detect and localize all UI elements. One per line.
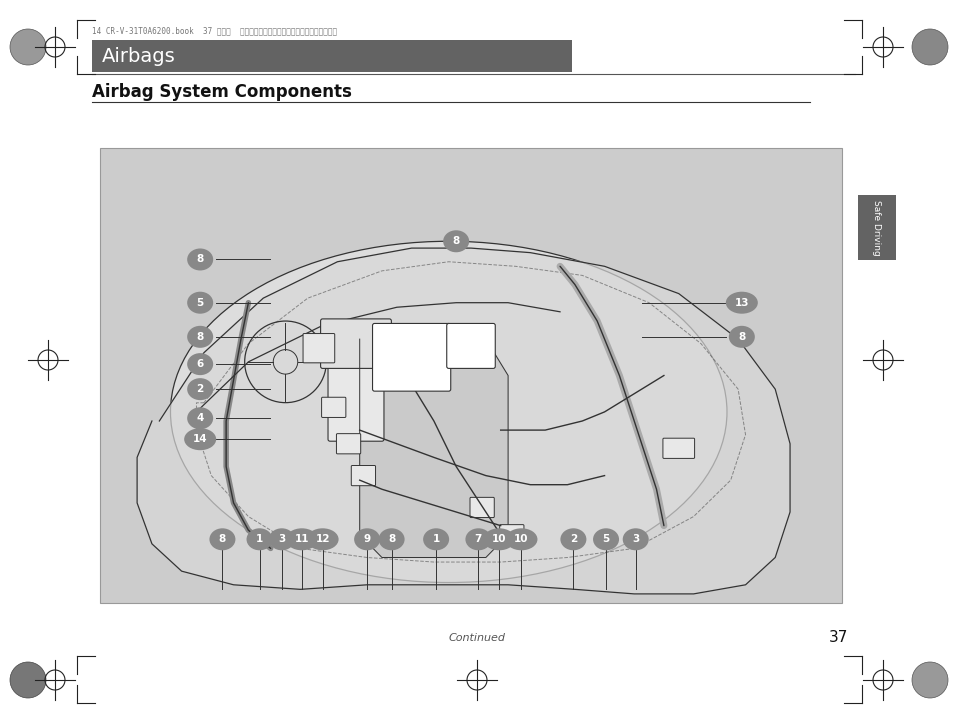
Bar [100,148,841,603]
Text: 8: 8 [738,332,744,342]
Text: 1: 1 [255,534,263,544]
Circle shape [911,662,947,698]
FancyBboxPatch shape [320,319,391,368]
Bar [857,195,895,260]
Text: 6: 6 [196,359,204,369]
Text: 8: 8 [452,236,459,246]
Ellipse shape [505,528,537,550]
Circle shape [10,662,46,698]
FancyBboxPatch shape [662,438,694,458]
Text: 8: 8 [196,254,204,264]
Text: 10: 10 [514,534,528,544]
FancyBboxPatch shape [373,323,450,391]
Text: 2: 2 [196,384,204,394]
FancyBboxPatch shape [303,334,335,363]
Ellipse shape [246,528,273,550]
Polygon shape [137,248,789,594]
Ellipse shape [286,528,317,550]
FancyBboxPatch shape [351,465,375,485]
FancyBboxPatch shape [336,434,360,454]
Ellipse shape [184,428,216,450]
FancyBboxPatch shape [321,397,346,417]
Text: 1: 1 [432,534,439,544]
Ellipse shape [482,528,515,550]
Ellipse shape [187,292,213,314]
Text: Continued: Continued [448,633,505,643]
Text: 11: 11 [294,534,309,544]
FancyBboxPatch shape [328,355,383,441]
Ellipse shape [306,528,338,550]
Ellipse shape [728,326,754,348]
Text: 2: 2 [569,534,577,544]
Ellipse shape [187,248,213,271]
Ellipse shape [187,326,213,348]
Ellipse shape [559,528,586,550]
Text: Airbag System Components: Airbag System Components [91,83,352,101]
Ellipse shape [465,528,491,550]
Text: 3: 3 [632,534,639,544]
Text: 8: 8 [196,332,204,342]
Text: 8: 8 [388,534,395,544]
Text: 14 CR-V-31T0A6200.book  37 ページ  ２０１４年２月１０日　月曜日　午後７時１分: 14 CR-V-31T0A6200.book 37 ページ ２０１４年２月１０日… [91,27,336,35]
FancyBboxPatch shape [499,525,523,545]
Text: 4: 4 [196,414,204,424]
Circle shape [10,29,46,65]
Ellipse shape [443,230,469,252]
Text: 14: 14 [193,434,207,444]
Ellipse shape [354,528,379,550]
Text: 5: 5 [196,298,204,308]
Text: 8: 8 [218,534,226,544]
Ellipse shape [210,528,235,550]
Text: 9: 9 [363,534,371,544]
Ellipse shape [378,528,404,550]
Text: 37: 37 [828,630,847,645]
Text: 12: 12 [315,534,330,544]
Ellipse shape [593,528,618,550]
Text: 3: 3 [278,534,285,544]
Circle shape [911,29,947,65]
Ellipse shape [171,241,726,582]
Ellipse shape [423,528,449,550]
Text: 10: 10 [492,534,506,544]
FancyBboxPatch shape [446,323,495,368]
Ellipse shape [187,378,213,400]
Bar [91,40,572,72]
Ellipse shape [187,353,213,375]
Ellipse shape [269,528,294,550]
Polygon shape [359,339,508,557]
Text: 13: 13 [734,298,748,308]
Text: 5: 5 [601,534,609,544]
Text: Safe Driving: Safe Driving [872,200,881,256]
Text: 7: 7 [475,534,481,544]
Ellipse shape [725,292,757,314]
Ellipse shape [187,407,213,429]
Text: Airbags: Airbags [102,47,175,65]
Ellipse shape [622,528,648,550]
FancyBboxPatch shape [470,498,494,518]
